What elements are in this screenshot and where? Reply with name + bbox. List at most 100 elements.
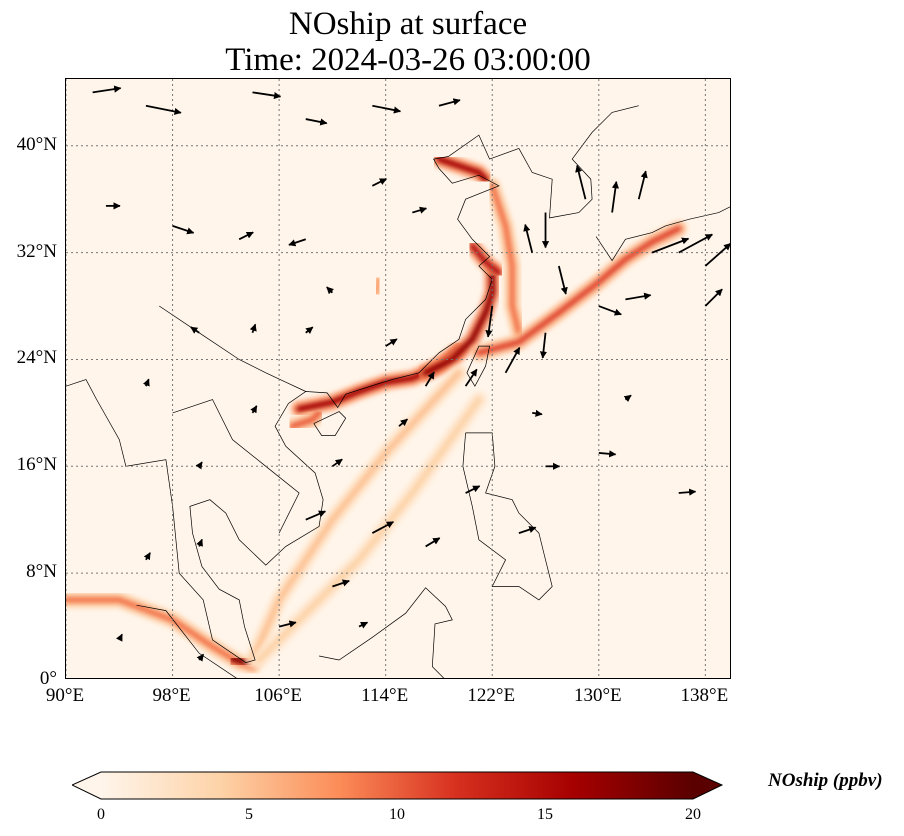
plume-sw-lane-2 — [256, 396, 482, 663]
coastlines — [66, 105, 730, 678]
wind-vectors — [92, 85, 730, 662]
wind-arrow — [372, 104, 402, 114]
wind-arrow — [557, 265, 568, 295]
plume-yellow-sea — [489, 182, 522, 336]
wind-arrow — [142, 378, 150, 387]
wind-arrow — [305, 118, 328, 126]
wind-arrow — [305, 510, 327, 521]
wind-arrow — [252, 91, 282, 100]
wind-arrow — [196, 538, 203, 547]
lon-tick-label: 138°E — [680, 685, 729, 706]
lon-tick-label: 122°E — [467, 685, 516, 706]
wind-arrow — [532, 409, 543, 417]
wind-arrow — [438, 98, 461, 107]
wind-arrow — [238, 231, 254, 241]
wind-arrow — [575, 164, 587, 200]
wind-arrow — [115, 633, 123, 642]
wind-arrow — [145, 104, 182, 115]
colorbar-tick-label: 5 — [245, 806, 253, 823]
lat-tick-label: 32°N — [16, 240, 57, 262]
lon-tick-label: 90°E — [45, 685, 85, 706]
lat-tick-label: 8°N — [26, 561, 57, 583]
lon-tick-label: 98°E — [152, 685, 191, 706]
lon-tick-label: 114°E — [361, 685, 409, 706]
colorbar-tick-label: 20 — [685, 806, 701, 823]
plume-east-china-sea — [475, 225, 682, 356]
wind-arrow — [518, 526, 537, 534]
colorbar-label: NOship (ppbv) — [768, 770, 883, 791]
plume-sw-lane — [249, 369, 462, 663]
wind-arrow — [412, 206, 428, 214]
map-canvas — [66, 79, 730, 678]
wind-arrow — [332, 579, 350, 588]
chart-title: NOship at surface — [288, 6, 528, 42]
wind-arrow — [195, 461, 203, 470]
wind-arrow — [623, 394, 632, 403]
coastline-2 — [466, 345, 491, 387]
wind-arrow — [485, 305, 494, 338]
plume-yangtze — [469, 242, 502, 276]
wind-arrow — [425, 537, 441, 548]
wind-arrow — [385, 338, 398, 347]
coastline-5 — [136, 604, 237, 678]
wind-arrow — [704, 288, 723, 307]
wind-arrow — [504, 346, 521, 374]
wind-arrow — [598, 305, 622, 316]
lat-tick-label: 40°N — [16, 133, 57, 155]
wind-arrow — [250, 405, 258, 414]
lon-tick-label: 106°E — [254, 685, 302, 706]
plume-bohai — [436, 156, 489, 183]
colorbar-tick-label: 15 — [537, 806, 553, 823]
plume-sw-lane-halo — [244, 364, 467, 668]
plume-sw-lane-2-halo — [251, 391, 487, 668]
wind-arrow — [625, 292, 652, 301]
wind-arrow — [305, 326, 314, 335]
coastline-0 — [66, 105, 639, 663]
concentration-field — [66, 151, 687, 675]
wind-arrow — [598, 450, 617, 458]
coastline-6 — [319, 587, 453, 678]
wind-arrow — [143, 552, 151, 561]
lon-tick-label: 130°E — [573, 685, 622, 706]
lat-tick-label: 0° — [39, 668, 57, 689]
wind-arrow — [678, 488, 697, 496]
coastline-8 — [172, 399, 300, 534]
chart-subtitle: Time: 2024-03-26 03:00:00 — [225, 42, 591, 78]
colorbar-tick-label: 10 — [389, 806, 405, 823]
wind-arrow — [371, 178, 388, 187]
lat-tick-label: 24°N — [16, 347, 57, 369]
wind-arrow — [249, 323, 257, 334]
wind-arrow — [704, 242, 730, 267]
wind-arrow — [358, 621, 369, 629]
wind-arrow — [190, 326, 200, 334]
wind-arrow — [637, 170, 648, 200]
wind-arrow — [172, 225, 195, 235]
wind-arrow — [539, 332, 548, 359]
wind-arrow — [326, 286, 334, 295]
wind-arrow — [331, 458, 343, 468]
wind-arrow — [651, 237, 690, 254]
wind-arrow — [465, 485, 481, 494]
wind-arrow — [464, 368, 478, 387]
wind-arrow — [678, 233, 713, 254]
plume-gulf-tonkin — [289, 409, 323, 430]
wind-arrow — [398, 418, 408, 427]
plume-inland — [373, 276, 382, 296]
wind-arrow — [523, 223, 534, 253]
coastline-4 — [462, 432, 553, 601]
wind-arrow — [371, 521, 394, 534]
coastline-1 — [313, 411, 347, 436]
coastline-7 — [159, 305, 306, 392]
map-panel — [65, 78, 731, 679]
lat-tick-label: 16°N — [16, 454, 57, 476]
colorbar-bar — [72, 771, 724, 800]
wind-arrow — [92, 85, 122, 94]
wind-arrow — [196, 653, 205, 662]
colorbar — [72, 771, 724, 800]
wind-arrow — [288, 238, 307, 247]
colorbar-tick-label: 0 — [97, 806, 105, 823]
wind-arrow — [424, 371, 435, 387]
wind-arrow — [278, 620, 297, 628]
wind-arrow — [611, 181, 620, 213]
coastline-3 — [595, 206, 730, 262]
